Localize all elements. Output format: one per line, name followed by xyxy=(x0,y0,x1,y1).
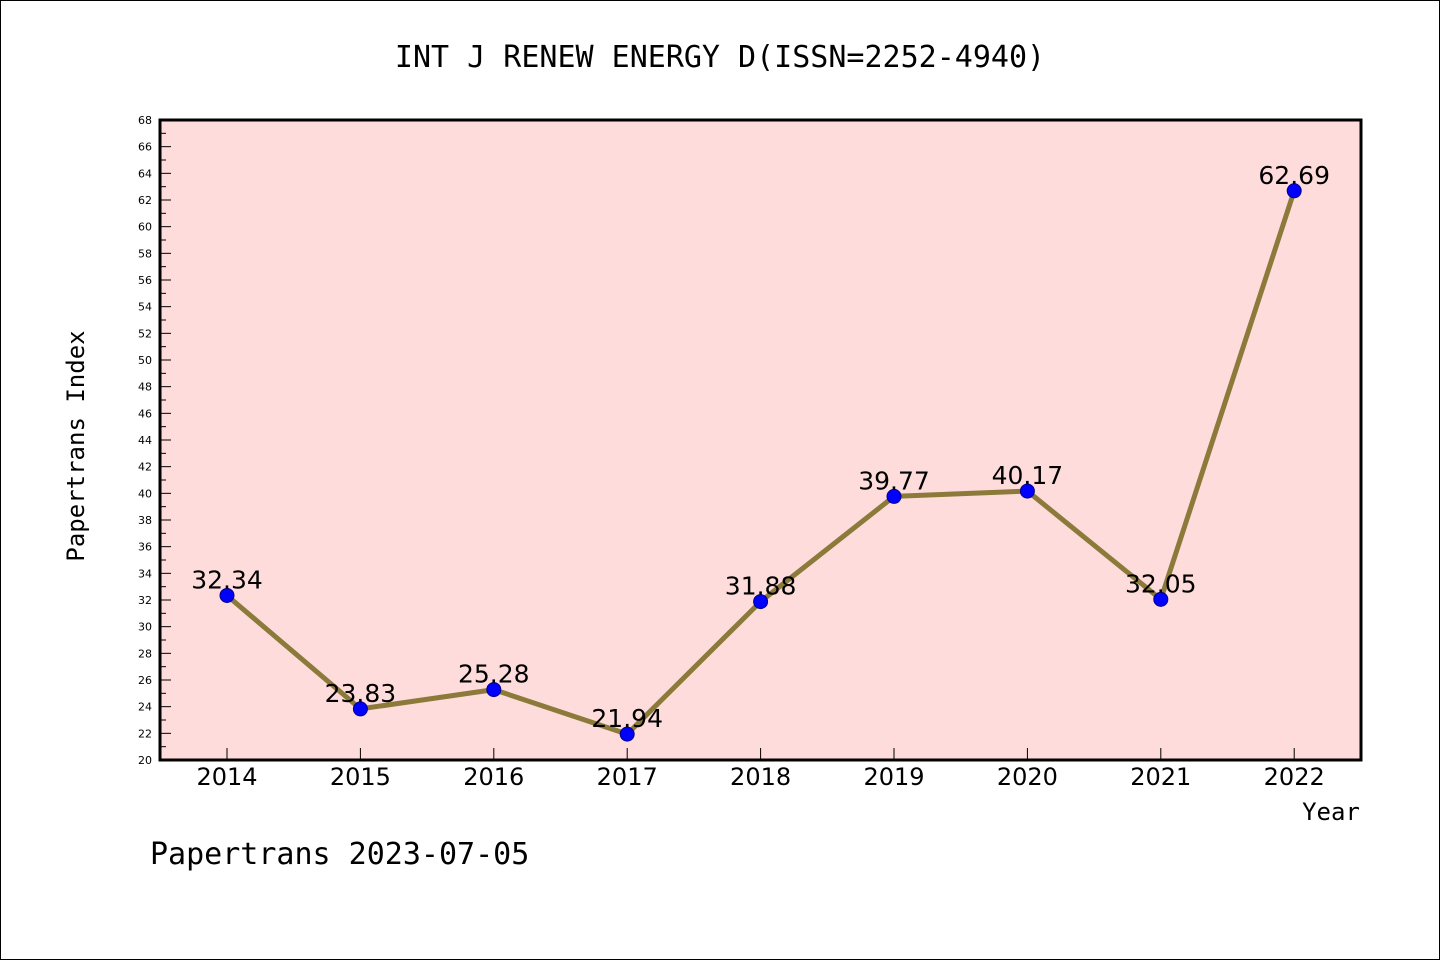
data-point xyxy=(219,587,235,603)
footer-text: Papertrans 2023-07-05 xyxy=(150,837,529,872)
x-tick-label: 2014 xyxy=(196,763,257,791)
y-tick-label: 32 xyxy=(138,594,152,607)
y-tick-label: 26 xyxy=(138,674,152,687)
x-tick-label: 2019 xyxy=(863,763,924,791)
y-axis: 20 22 24 26 28 30 32 34 36 38 40 42 44 46 48 50 52 54 56 58… xyxy=(138,114,171,767)
chart-title: INT J RENEW ENERGY D(ISSN=2252-4940) xyxy=(395,40,1045,75)
data-point xyxy=(1019,483,1035,499)
data-point xyxy=(619,726,635,742)
y-tick-label: 46 xyxy=(138,407,152,420)
data-point xyxy=(1286,183,1302,199)
data-label: 32.34 xyxy=(191,565,263,594)
y-axis-label: Papertrans Index xyxy=(62,330,90,561)
y-tick-label: 52 xyxy=(138,327,152,340)
data-label: 21.94 xyxy=(591,704,663,733)
y-tick-label: 54 xyxy=(138,301,152,314)
data-point xyxy=(486,682,502,698)
y-tick-label: 34 xyxy=(138,567,152,580)
series-markers xyxy=(219,183,1302,742)
y-tick-label: 44 xyxy=(138,434,152,447)
y-tick-label: 60 xyxy=(138,221,152,234)
data-label: 62.69 xyxy=(1258,161,1330,190)
x-tick-label: 2018 xyxy=(730,763,791,791)
x-tick-label: 2015 xyxy=(330,763,391,791)
x-tick-label: 2020 xyxy=(997,763,1058,791)
data-point xyxy=(886,488,902,504)
data-label: 39.77 xyxy=(858,466,930,495)
y-tick-label: 56 xyxy=(138,274,152,287)
y-tick-label: 58 xyxy=(138,247,152,260)
y-tick-label: 22 xyxy=(138,727,152,740)
x-tick-label: 2021 xyxy=(1130,763,1191,791)
data-labels: 32.34 23.83 25.28 21.94 31.88 39.77 40.17 32.05… xyxy=(191,161,1330,733)
data-point xyxy=(352,701,368,717)
y-tick-label: 24 xyxy=(138,701,152,714)
y-tick-label: 48 xyxy=(138,381,152,394)
data-label: 32.05 xyxy=(1125,569,1197,598)
y-tick-label: 36 xyxy=(138,541,152,554)
y-tick-label: 30 xyxy=(138,621,152,634)
data-label: 31.88 xyxy=(725,572,797,601)
x-tick-label: 2017 xyxy=(597,763,658,791)
data-point xyxy=(753,594,769,610)
y-tick-label: 28 xyxy=(138,647,152,660)
plot-area xyxy=(158,118,1363,762)
data-label: 40.17 xyxy=(992,461,1064,490)
y-tick-label: 40 xyxy=(138,487,152,500)
data-label: 25.28 xyxy=(458,660,530,689)
y-tick-label: 50 xyxy=(138,354,152,367)
y-tick-label: 62 xyxy=(138,194,152,207)
y-tick-label: 64 xyxy=(138,167,152,180)
y-tick-label: 66 xyxy=(138,141,152,154)
y-tick-label: 42 xyxy=(138,461,152,474)
y-tick-label: 38 xyxy=(138,514,152,527)
data-point xyxy=(1153,591,1169,607)
y-tick-label: 68 xyxy=(138,114,152,127)
x-axis-label: Year xyxy=(1302,798,1360,826)
x-axis: 2014 2015 2016 2017 2018 2019 2020 2021 2022 xyxy=(196,748,1325,791)
y-tick-label: 20 xyxy=(138,754,152,767)
x-tick-label: 2016 xyxy=(463,763,524,791)
x-tick-label: 2022 xyxy=(1264,763,1325,791)
data-label: 23.83 xyxy=(325,679,397,708)
